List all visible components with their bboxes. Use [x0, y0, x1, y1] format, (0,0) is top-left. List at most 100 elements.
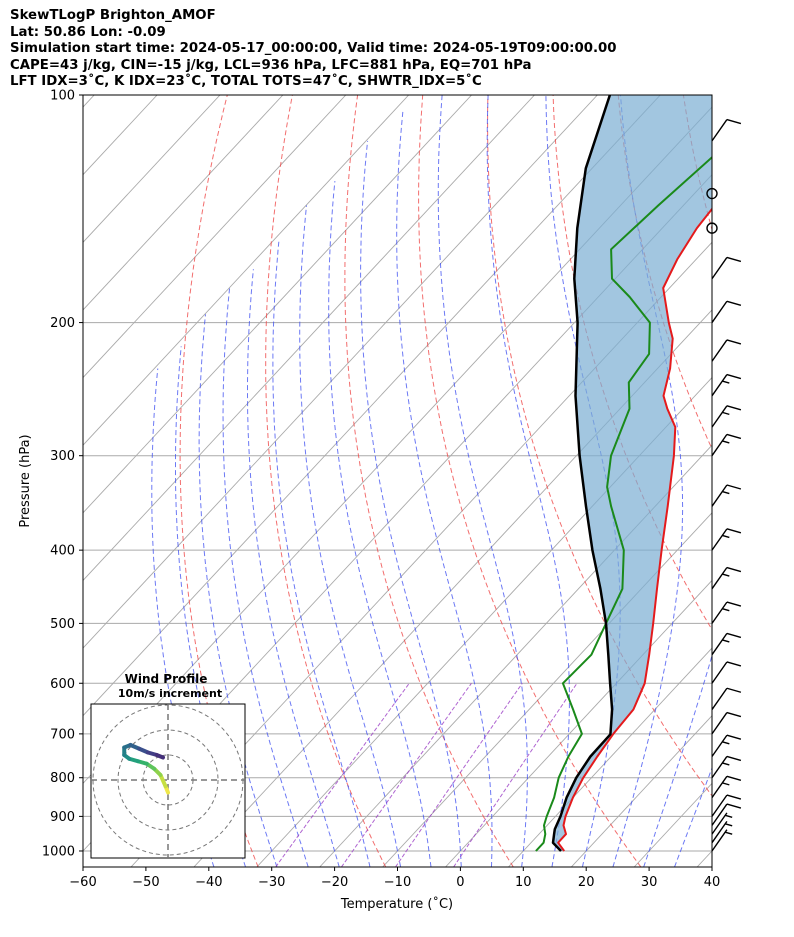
- barb-half-flag: [722, 782, 730, 786]
- barb-half-flag: [722, 741, 730, 745]
- x-tick-label: −40: [195, 875, 222, 890]
- wind-barb: [711, 484, 742, 507]
- wind-barb: [711, 118, 742, 142]
- barb-flag: [726, 528, 742, 534]
- barb-flag: [726, 484, 742, 490]
- isotherm-line: [83, 95, 535, 582]
- barb-half-flag: [722, 440, 730, 444]
- moist-adiabat: [299, 205, 402, 867]
- barb-staff: [711, 567, 728, 590]
- mixing-ratio-line: [395, 683, 523, 867]
- moist-adiabat: [328, 181, 432, 867]
- barb-half-flag: [722, 607, 730, 612]
- axes: −60 −50 −40 −30 −20 −10 0 10 20 30 40 100 200 300 400 5…: [42, 89, 720, 891]
- barb-flag: [726, 803, 742, 809]
- x-tick-label: 20: [578, 875, 595, 890]
- barb-staff: [711, 687, 728, 710]
- wind-barb: [711, 687, 742, 710]
- wind-barb: [711, 566, 742, 590]
- wind-barb: [711, 775, 742, 799]
- barb-staff: [711, 528, 728, 551]
- y-tick-label: 700: [50, 727, 75, 742]
- barb-staff: [711, 812, 728, 835]
- moist-adiabat: [486, 95, 570, 867]
- wind-barb: [711, 601, 742, 624]
- wind-barb: [711, 339, 742, 362]
- isotherm-line: [83, 95, 472, 514]
- wind-barb: [711, 794, 742, 817]
- barb-staff: [711, 794, 728, 817]
- dry-adiabat: [344, 95, 514, 867]
- moist-adiabat: [247, 269, 340, 867]
- inset-title: Wind Profile: [125, 672, 208, 686]
- barb-staff: [711, 661, 728, 684]
- y-tick-label: 600: [50, 677, 75, 692]
- chart-title: SkewTLogP Brighton_AMOF: [10, 8, 216, 23]
- barb-staff: [711, 433, 728, 457]
- cape-line: CAPE=43 j/kg, CIN=-15 j/kg, LCL=936 hPa,…: [10, 57, 532, 73]
- barb-flag: [726, 601, 742, 607]
- wind-barb: [711, 812, 733, 835]
- y-tick-label: 1000: [42, 844, 75, 859]
- moist-adiabat: [222, 287, 309, 867]
- wind-barb: [711, 711, 742, 735]
- x-tick-label: 40: [704, 875, 721, 890]
- barb-staff: [711, 829, 728, 852]
- profile-lines: [535, 95, 712, 852]
- barb-staff: [711, 601, 728, 624]
- wind-barb: [711, 632, 742, 656]
- moist-adiabat: [437, 95, 528, 867]
- moist-adiabat: [643, 653, 712, 867]
- dry-adiabat: [749, 95, 794, 867]
- barb-flag: [726, 300, 742, 306]
- x-tick-label: −60: [69, 875, 96, 890]
- barb-half-flag: [724, 831, 733, 835]
- wind-barb: [711, 433, 742, 457]
- isotherm-line: [83, 95, 221, 243]
- barb-half-flag: [722, 573, 730, 577]
- barb-flag: [726, 734, 742, 740]
- moist-adiabat: [674, 766, 712, 867]
- barb-flag: [726, 661, 742, 667]
- barb-staff: [711, 633, 728, 656]
- barb-flag: [726, 632, 742, 639]
- y-tick-label: 100: [50, 89, 75, 104]
- barb-flag: [726, 405, 742, 411]
- wind-barb: [711, 803, 742, 826]
- temperature-line: [557, 207, 712, 852]
- dry-adiabat: [617, 95, 712, 450]
- barb-flag: [726, 256, 742, 263]
- y-tick-label: 200: [50, 316, 75, 331]
- wind-barb: [711, 373, 742, 397]
- wind-barb: [711, 661, 742, 684]
- barb-flag: [726, 566, 742, 573]
- isotherm-line: [319, 444, 712, 867]
- x-tick-label: 10: [515, 875, 532, 890]
- isotherm-line: [83, 95, 410, 446]
- hodograph-grid: [91, 704, 245, 858]
- wind-barb: [711, 820, 733, 844]
- barb-staff: [711, 803, 728, 826]
- y-tick-label: 400: [50, 544, 75, 559]
- barb-flag: [726, 339, 742, 345]
- barb-staff: [711, 300, 728, 323]
- mixing-ratio-line: [340, 683, 472, 867]
- moist-adiabat: [272, 238, 371, 867]
- barb-half-flag: [724, 823, 733, 827]
- y-tick-label: 300: [50, 449, 75, 464]
- dewpoint-line: [535, 155, 712, 852]
- barb-flag: [726, 433, 742, 440]
- barb-flag: [726, 755, 742, 762]
- x-axis-label: Temperature (˚C): [340, 896, 453, 912]
- x-tick-label: 30: [641, 875, 658, 890]
- barb-staff: [711, 734, 728, 757]
- y-tick-label: 500: [50, 617, 75, 632]
- barb-staff: [711, 405, 728, 428]
- wind-barb: [711, 734, 742, 757]
- x-tick-label: −10: [384, 875, 411, 890]
- moist-adiabat: [360, 140, 462, 867]
- barb-flag: [726, 794, 742, 800]
- isotherm-line: [508, 647, 712, 867]
- barb-flag: [726, 711, 742, 718]
- isotherm-line: [382, 512, 712, 867]
